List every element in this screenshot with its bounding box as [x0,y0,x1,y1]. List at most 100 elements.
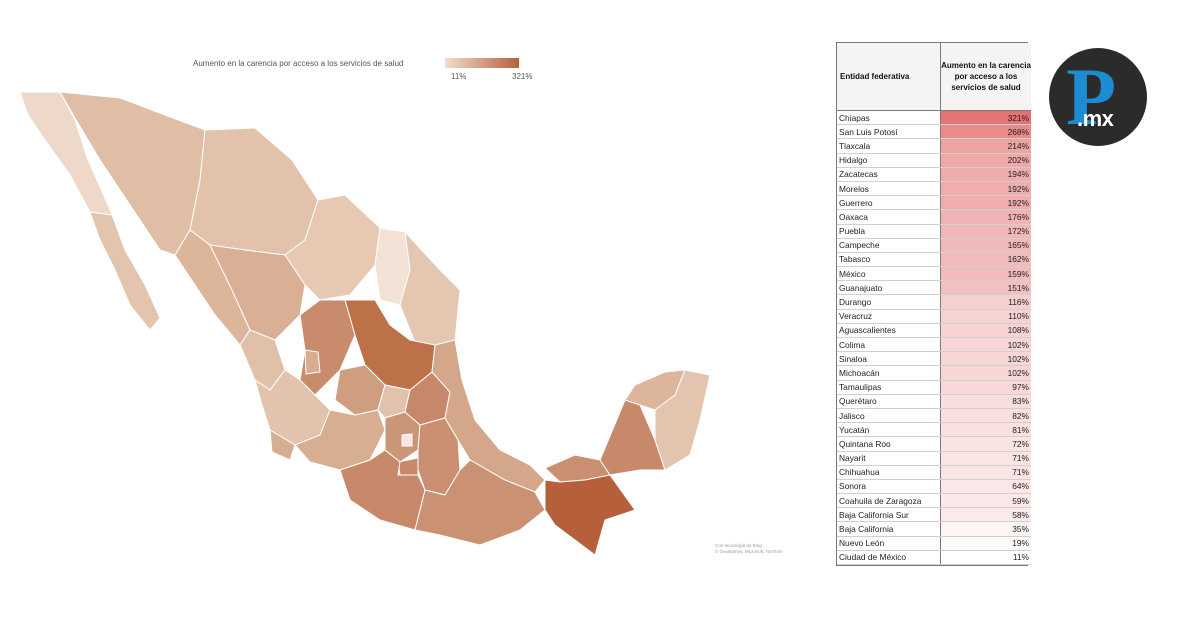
cell-value: 97% [940,380,1031,395]
region-campeche [599,399,666,476]
cell-entity: Chihuahua [837,465,941,480]
table-row: Guerrero 192% [837,195,1031,211]
table-row: Ciudad de México 11% [837,550,1031,566]
header-entity: Entidad federativa [837,43,941,111]
cell-value: 192% [940,195,1031,211]
cell-entity: Michoacán [837,365,941,381]
cell-entity: Campeche [837,238,941,253]
table-row: Tabasco 162% [837,252,1031,268]
table-row: Durango 116% [837,294,1031,310]
cell-entity: Oaxaca [837,209,941,225]
cell-value: 11% [940,550,1031,566]
legend-color-scale [445,58,519,68]
mexico-map [19,91,711,556]
state-ranking-table: Entidad federativa Aumento en la carenci… [837,43,1031,566]
table-header-row: Entidad federativa Aumento en la carenci… [837,43,1031,111]
cell-entity: México [837,266,941,282]
cell-entity: Chiapas [837,110,941,126]
region-quintana-roo [654,369,711,471]
region-chiapas [544,474,636,556]
cell-value: 194% [940,167,1031,182]
legend-title: Aumento en la carencia por acceso a los … [193,59,404,68]
cell-value: 116% [940,294,1031,310]
table-row: México 159% [837,266,1031,282]
region-coahuila [284,194,381,301]
legend-min-label: 11% [451,72,467,81]
cell-value: 81% [940,422,1031,438]
cell-value: 102% [940,365,1031,381]
cell-value: 321% [940,110,1031,126]
cell-value: 19% [940,536,1031,551]
cell-entity: Morelos [837,181,941,197]
cell-entity: Nayarit [837,451,941,466]
table-row: Jalisco 82% [837,408,1031,424]
cell-entity: Colima [837,337,941,353]
cell-value: 165% [940,238,1031,253]
region-ciudad-de-mexico [401,433,413,447]
header-value: Aumento en la carencia por acceso a los … [940,43,1031,111]
cell-entity: Querétaro [837,394,941,409]
table-row: Nuevo León 19% [837,536,1031,551]
map-legend: Aumento en la carencia por acceso a los … [193,58,543,88]
region-colima [269,429,296,461]
cell-value: 35% [940,521,1031,537]
table-row: Guanajuato 151% [837,280,1031,296]
cell-value: 72% [940,436,1031,452]
cell-value: 159% [940,266,1031,282]
cell-entity: Tlaxcala [837,138,941,154]
cell-value: 102% [940,337,1031,353]
cell-value: 108% [940,323,1031,339]
cell-entity: Durango [837,294,941,310]
region-sonora [59,91,206,256]
attribution-line-2: © GeoNames, Microsoft, TomTom [715,549,783,554]
table-row: Tamaulipas 97% [837,380,1031,395]
table-row: Baja California Sur 58% [837,507,1031,523]
cell-entity: Guanajuato [837,280,941,296]
cell-entity: Sinaloa [837,351,941,367]
region-michoacan [294,409,386,471]
logo-domain-text: .mx [1077,106,1114,131]
cell-entity: Guerrero [837,195,941,211]
cell-value: 172% [940,224,1031,239]
table-row: Chihuahua 71% [837,465,1031,480]
attribution-line-1: Con tecnología de Bing [715,543,762,548]
table-row: Sinaloa 102% [837,351,1031,367]
table-row: Nayarit 71% [837,451,1031,466]
cell-value: 82% [940,408,1031,424]
cell-value: 268% [940,124,1031,140]
table-row: Yucatán 81% [837,422,1031,438]
region-baja-california-sur [89,211,161,331]
publisher-logo: P .mx [1049,48,1147,146]
table-row: Colima 102% [837,337,1031,353]
choropleth-map-panel: Aumento en la carencia por acceso a los … [19,58,805,556]
region-aguascalientes [304,349,321,375]
cell-value: 71% [940,451,1031,466]
region-oaxaca [414,459,546,546]
table-row: Puebla 172% [837,224,1031,239]
cell-entity: Ciudad de México [837,550,941,566]
table-row: Tlaxcala 214% [837,138,1031,154]
state-ranking-table-container: Entidad federativa Aumento en la carenci… [836,42,1031,566]
cell-entity: Jalisco [837,408,941,424]
cell-entity: San Luis Potosí [837,124,941,140]
table-row: Querétaro 83% [837,394,1031,409]
table-row: Oaxaca 176% [837,209,1031,225]
cell-entity: Veracruz [837,309,941,324]
cell-value: 71% [940,465,1031,480]
cell-value: 83% [940,394,1031,409]
table-row: Chiapas 321% [837,110,1031,126]
table-row: San Luis Potosí 268% [837,124,1031,140]
table-row: Zacatecas 194% [837,167,1031,182]
cell-value: 176% [940,209,1031,225]
cell-value: 64% [940,479,1031,495]
cell-entity: Hidalgo [837,153,941,168]
table-row: Sonora 64% [837,479,1031,495]
table-row: Quintana Roo 72% [837,436,1031,452]
map-attribution: Con tecnología de Bing © GeoNames, Micro… [715,543,805,555]
cell-entity: Nuevo León [837,536,941,551]
legend-max-label: 321% [512,72,533,81]
region-guerrero [339,449,426,531]
cell-value: 59% [940,493,1031,509]
cell-value: 110% [940,309,1031,324]
table-row: Aguascalientes 108% [837,323,1031,339]
